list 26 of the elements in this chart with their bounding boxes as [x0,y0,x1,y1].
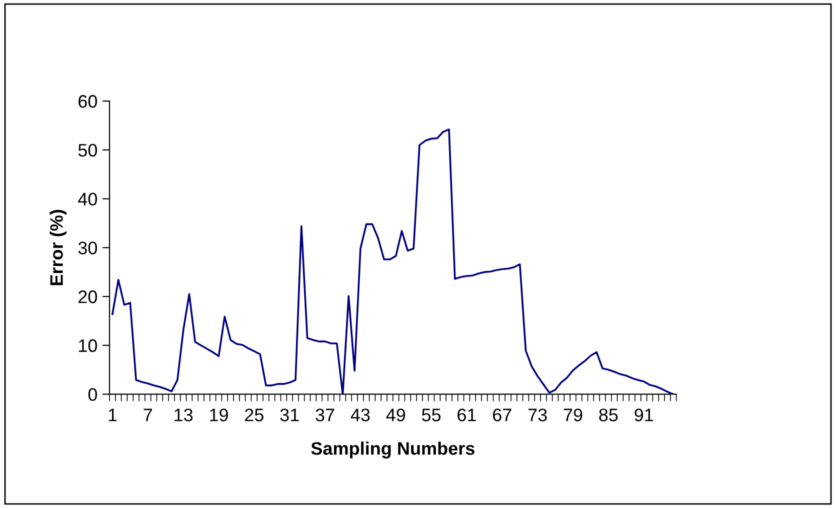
y-tick-label: 40 [78,192,98,206]
y-axis-title: Error (%) [50,210,67,286]
x-tick-label: 37 [316,408,334,422]
y-tick-label: 30 [78,242,98,254]
x-axis-title: Sampling Numbers [311,442,474,459]
x-tick-label: 91 [634,408,654,422]
y-tick-label: 50 [78,144,98,157]
x-tick-label: 7 [144,408,152,422]
x-tick-label: 43 [350,408,370,422]
x-tick-label: 73 [528,408,547,422]
x-tick-label: 31 [280,408,299,422]
x-tick-label: 85 [599,408,618,422]
x-tick-label: 19 [210,408,228,422]
y-tick-label: 10 [79,339,98,352]
x-tick-label: 79 [564,408,582,422]
line-series [112,128,674,394]
y-tick-label: 20 [78,290,98,304]
x-tick-label: 13 [174,408,193,422]
x-tick-label: 55 [422,408,441,422]
y-tick-label: 0 [88,388,98,401]
x-tick-label: 61 [458,408,476,422]
x-tick-label: 1 [108,408,117,422]
x-tick-label: 67 [493,408,512,422]
x-tick-label: 49 [386,408,406,422]
y-tick-label: 60 [78,95,98,108]
x-tick-label: 25 [245,408,264,422]
